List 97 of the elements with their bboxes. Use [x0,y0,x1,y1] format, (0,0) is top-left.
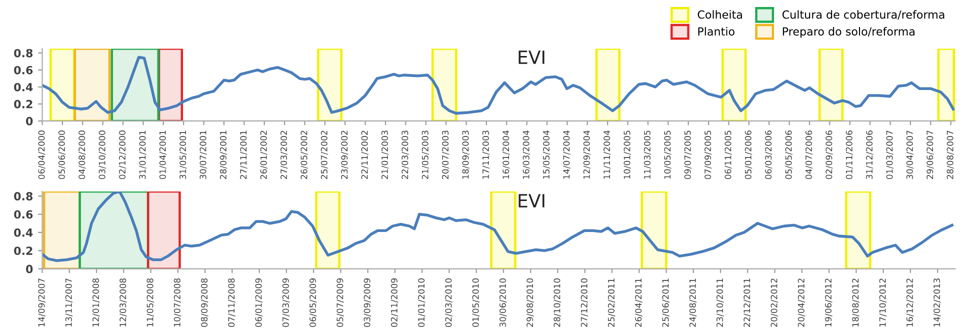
x-tick-label: 10/05/2005 [664,130,672,179]
x-tick-label: 25/02/2011 [608,278,616,327]
x-tick-label: 26/04/2011 [635,278,642,327]
x-tick-label: 04/07/2006 [805,130,813,180]
x-tick-label: 29/06/2007 [926,130,934,179]
x-tick-label: 27/12/2010 [580,278,588,327]
x-tick-label: 12/01/2008 [92,278,100,327]
x-tick-label: 13/11/2007 [65,278,73,327]
line-series [42,192,954,262]
x-tick-label: 20/02/2012 [770,278,778,327]
y-tick-label: 0.2 [14,246,32,255]
legend-label: Cultura de cobertura/reforma [782,10,944,20]
x-tick-label: 31/01/2001 [139,130,146,179]
x-tick-label: 05/07/2009 [336,278,344,327]
x-tick-label: 14/02/2013 [934,278,941,327]
y-tick-label: 0.6 [14,210,33,219]
x-tick-label: 07/03/2009 [282,278,290,327]
x-tick-label: 31/05/2001 [180,130,187,179]
x-tick-label: 02/12/2000 [118,130,126,180]
x-tick-label: 10/07/2008 [174,278,182,327]
x-tick-label: 07/11/2008 [228,278,236,327]
y-tick-label: 0.6 [14,66,33,74]
x-tick-label: 29/08/2010 [526,278,534,327]
x-tick-label: 01/11/2006 [846,130,854,180]
y-tick-label: 0.4 [14,228,33,237]
x-tick-label: 01/04/2001 [159,130,167,180]
chart-title: EVI [518,194,544,208]
x-tick-label: 04/08/2000 [78,130,86,180]
x-tick-label: 27/11/2001 [240,130,248,179]
x-tick-label: 25/06/2011 [662,278,670,327]
x-tick-label: 12/03/2008 [120,278,127,327]
x-tick-label: 01/01/2010 [418,278,426,327]
x-tick-label: 02/11/2009 [390,278,398,327]
x-tick-label: 02/09/2006 [826,130,833,180]
x-tick-label: 09/07/2005 [684,130,692,180]
x-tick-label: 11/03/2005 [644,130,652,179]
x-tick-label: 15/05/2004 [542,130,550,179]
x-tick-label: 01/03/2007 [886,130,894,180]
x-tick-label: 18/09/2003 [462,130,470,179]
x-tick-label: 30/06/2010 [499,278,507,327]
x-tick-label: 28/08/2007 [946,130,954,179]
x-tick-label: 30/07/2001 [200,130,207,179]
x-tick-label: 02/03/2010 [445,278,452,327]
legend-label: Preparo do solo/reforma [782,27,914,38]
x-tick-label: 27/03/2002 [280,130,288,179]
x-tick-label: 06/01/2009 [255,278,262,327]
x-tick-label: 01/05/2010 [472,278,480,327]
x-tick-label: 03/09/2009 [364,278,371,327]
x-tick-label: 16/01/2004 [502,130,510,179]
x-tick-label: 14/09/2007 [38,278,46,327]
x-tick-label: 10/01/2005 [624,130,631,179]
x-tick-label: 31/12/2006 [866,130,874,179]
x-tick-label: 08/09/2008 [201,278,208,327]
x-tick-label: 24/08/2011 [689,278,697,327]
x-tick-label: 23/09/2002 [341,130,348,179]
y-tick-label: 0.8 [14,192,33,200]
x-tick-label: 06/03/2006 [765,130,772,180]
x-tick-label: 25/07/2002 [320,130,328,179]
x-tick-label: 28/09/2001 [220,130,228,179]
x-tick-label: 18/08/2012 [852,278,860,327]
x-tick-label: 21/05/2003 [422,130,430,179]
y-tick-label: 0 [26,116,33,126]
x-tick-label: 17/10/2012 [879,278,886,327]
y-tick-label: 0 [26,264,33,274]
legend-label: Plantio [698,27,734,36]
legend-label: Colheita [698,10,742,19]
x-tick-label: 12/09/2004 [583,130,591,179]
x-tick-label: 22/03/2003 [402,130,409,179]
x-tick-label: 03/10/2000 [98,130,106,180]
x-tick-label: 17/11/2003 [482,130,490,179]
x-tick-label: 19/06/2012 [825,278,832,327]
x-tick-label: 23/10/2011 [716,278,724,327]
x-tick-label: 05/05/2006 [785,130,792,180]
x-tick-label: 14/07/2004 [563,130,570,179]
x-tick-label: 28/10/2010 [554,278,561,327]
x-tick-label: 11/11/2004 [604,130,611,179]
x-tick-label: 20/04/2012 [798,278,806,327]
x-tick-label: 05/06/2000 [58,130,66,180]
chart-title: EVI [518,50,544,64]
x-tick-label: 22/12/2011 [744,278,751,327]
y-tick-label: 0.2 [14,100,32,108]
x-tick-label: 05/01/2006 [744,130,752,180]
x-tick-label: 20/07/2003 [442,130,450,179]
x-tick-label: 22/11/2002 [361,130,368,179]
x-tick-label: 16/12/2012 [906,278,914,327]
x-tick-label: 26/01/2002 [260,130,268,179]
y-tick-label: 0.4 [14,82,33,92]
x-tick-label: 26/05/2002 [300,130,308,179]
x-tick-label: 06/05/2009 [310,278,317,327]
x-tick-label: 07/09/2005 [704,130,712,180]
x-tick-label: 06/04/2000 [38,130,46,180]
x-tick-label: 21/01/2003 [381,130,389,179]
x-tick-label: 30/04/2007 [906,130,914,179]
y-tick-label: 0.8 [14,48,33,58]
x-tick-label: 06/11/2005 [724,130,732,180]
x-tick-label: 16/03/2004 [522,130,530,179]
x-tick-label: 11/05/2008 [146,278,154,327]
